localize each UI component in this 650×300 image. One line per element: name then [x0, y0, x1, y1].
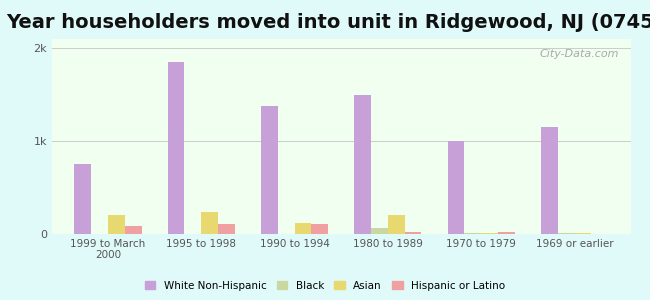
Text: City-Data.com: City-Data.com	[540, 49, 619, 59]
Bar	[481, 233, 498, 234]
Bar	[592, 233, 608, 234]
Bar	[371, 228, 388, 234]
Bar	[168, 62, 185, 234]
Bar	[575, 233, 592, 234]
Bar	[261, 106, 278, 234]
Bar	[202, 212, 218, 234]
Bar	[218, 224, 235, 234]
Legend: White Non-Hispanic, Black, Asian, Hispanic or Latino: White Non-Hispanic, Black, Asian, Hispan…	[141, 277, 509, 295]
Title: Year householders moved into unit in Ridgewood, NJ (07450): Year householders moved into unit in Rid…	[6, 13, 650, 32]
Bar	[185, 233, 202, 234]
Bar	[91, 233, 108, 234]
Bar	[278, 233, 294, 234]
Bar	[405, 232, 421, 234]
Bar	[74, 164, 91, 234]
Bar	[464, 233, 481, 234]
Bar	[125, 226, 142, 234]
Bar	[498, 232, 515, 234]
Bar	[541, 127, 558, 234]
Bar	[294, 223, 311, 234]
Bar	[448, 141, 464, 234]
Bar	[558, 233, 575, 234]
Bar	[108, 215, 125, 234]
Bar	[311, 224, 328, 234]
Bar	[354, 95, 371, 234]
Bar	[388, 214, 405, 234]
